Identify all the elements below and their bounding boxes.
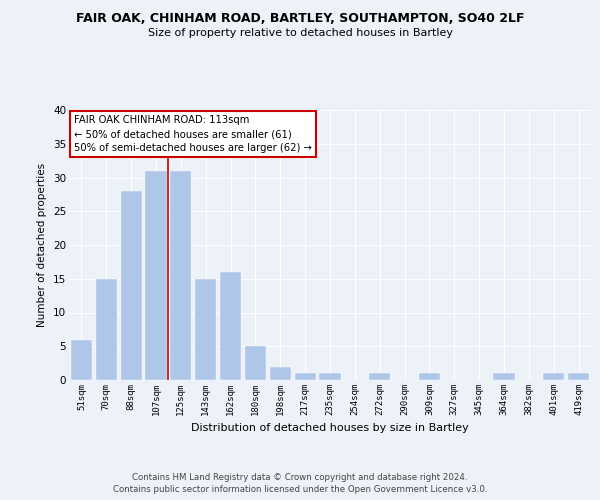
Bar [493, 373, 515, 380]
Bar [419, 373, 440, 380]
Bar [295, 373, 316, 380]
Bar [121, 191, 142, 380]
Bar [71, 340, 92, 380]
Bar [319, 373, 341, 380]
Bar [145, 171, 167, 380]
Bar [369, 373, 390, 380]
Y-axis label: Number of detached properties: Number of detached properties [37, 163, 47, 327]
Bar [245, 346, 266, 380]
Bar [270, 366, 291, 380]
Text: Size of property relative to detached houses in Bartley: Size of property relative to detached ho… [148, 28, 452, 38]
Text: FAIR OAK CHINHAM ROAD: 113sqm
← 50% of detached houses are smaller (61)
50% of s: FAIR OAK CHINHAM ROAD: 113sqm ← 50% of d… [74, 116, 312, 154]
Bar [543, 373, 564, 380]
Bar [220, 272, 241, 380]
X-axis label: Distribution of detached houses by size in Bartley: Distribution of detached houses by size … [191, 424, 469, 434]
Bar [568, 373, 589, 380]
Text: FAIR OAK, CHINHAM ROAD, BARTLEY, SOUTHAMPTON, SO40 2LF: FAIR OAK, CHINHAM ROAD, BARTLEY, SOUTHAM… [76, 12, 524, 26]
Bar [195, 279, 216, 380]
Text: Contains HM Land Registry data © Crown copyright and database right 2024.
Contai: Contains HM Land Registry data © Crown c… [113, 472, 487, 494]
Bar [170, 171, 191, 380]
Bar [96, 279, 117, 380]
